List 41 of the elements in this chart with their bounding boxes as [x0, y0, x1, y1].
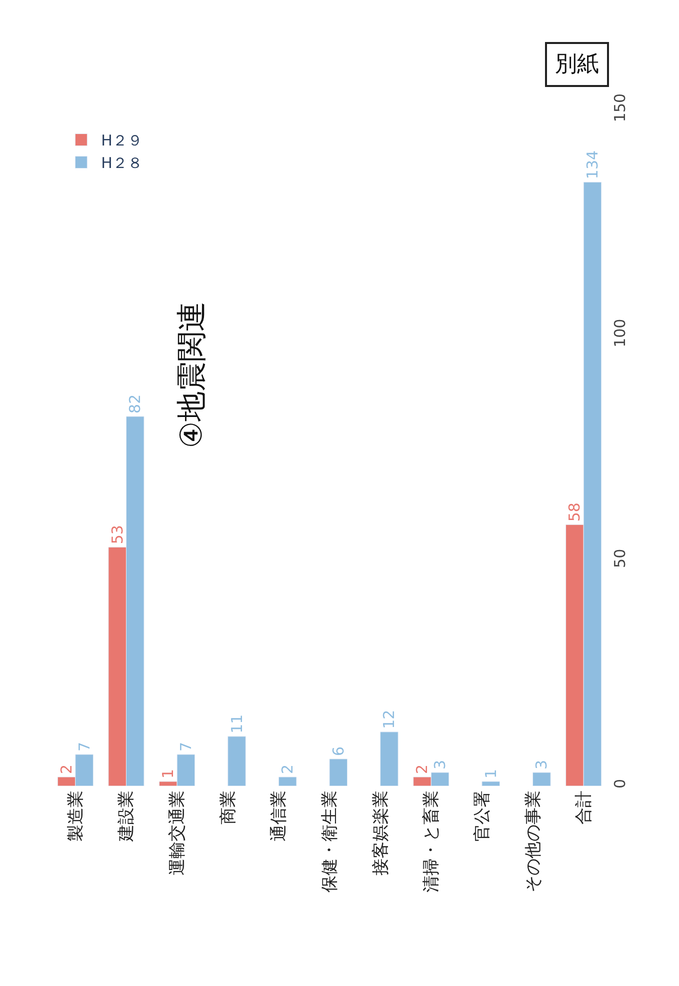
- y-tick-label: 50: [611, 548, 629, 568]
- y-tick-label: 0: [611, 778, 629, 789]
- x-tick-label: 商業: [218, 790, 238, 824]
- data-label: 7: [176, 742, 195, 752]
- x-tick-label: 合計: [574, 790, 594, 824]
- data-label: 1: [482, 768, 500, 778]
- data-label: 2: [413, 764, 432, 774]
- y-tick-label: 150: [611, 93, 629, 122]
- data-label: 6: [329, 746, 348, 756]
- legend-label: H２８: [101, 154, 142, 172]
- x-tick-label: その他の事業: [523, 790, 544, 892]
- data-label: 1: [159, 768, 178, 778]
- legend-label: H２９: [101, 132, 142, 150]
- bar: [380, 732, 398, 786]
- x-tick-label: 官公署: [472, 790, 492, 842]
- x-tick-label: 保健・衛生業: [320, 790, 340, 892]
- bar: [532, 772, 551, 786]
- x-tick-label: 建設業: [116, 790, 137, 842]
- x-tick-label: 製造業: [66, 790, 86, 842]
- data-label: 11: [228, 714, 246, 734]
- data-label: 2: [278, 764, 297, 774]
- x-tick-label: 接客娯楽業: [370, 790, 391, 876]
- text: ④地震関連: [174, 301, 210, 448]
- bar: [228, 736, 246, 786]
- text: 別紙: [555, 52, 599, 77]
- data-label: 53: [108, 525, 126, 544]
- data-label: 12: [380, 710, 398, 729]
- data-label: 58: [566, 502, 584, 522]
- x-tick-label: 清掃・と畜業: [422, 790, 442, 892]
- bar: [482, 781, 500, 786]
- data-label: 2: [58, 764, 76, 774]
- y-tick-label: 100: [611, 318, 629, 348]
- data-label: 7: [75, 742, 94, 752]
- data-label: 3: [431, 760, 450, 770]
- bar: [278, 776, 297, 786]
- data-label: 82: [126, 394, 144, 414]
- data-label: 3: [532, 760, 551, 770]
- data-label: 134: [583, 150, 602, 180]
- x-tick-label: 運輸交通業: [168, 790, 188, 876]
- bar: [329, 758, 348, 786]
- x-tick-label: 通信業: [269, 790, 290, 842]
